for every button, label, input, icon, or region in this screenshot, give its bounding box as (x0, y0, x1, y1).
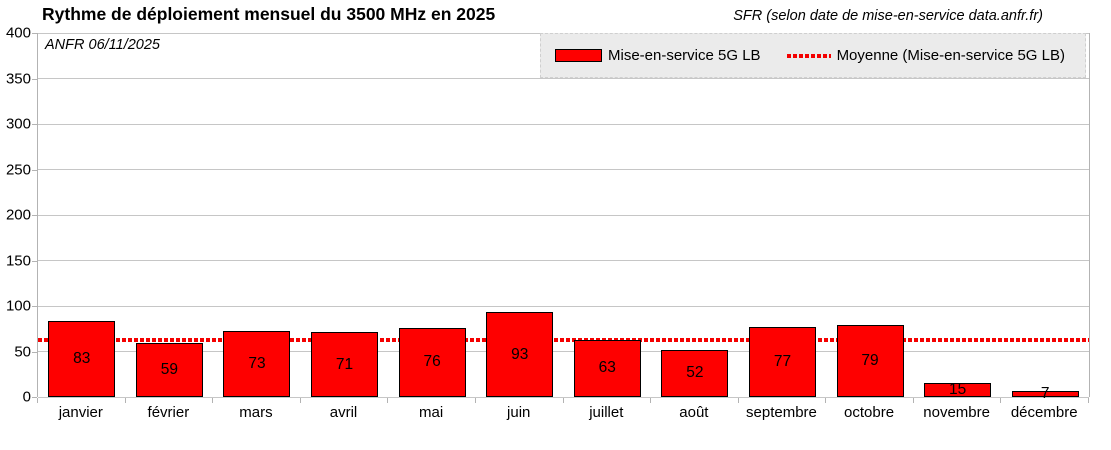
x-axis-label: août (679, 404, 709, 421)
x-axis-label: janvier (58, 404, 103, 421)
x-axis-label: mars (239, 404, 273, 421)
gridline-y50 (38, 351, 1089, 352)
x-axis-label: décembre (1010, 404, 1078, 421)
x-axis-label: juillet (589, 404, 624, 421)
gridline-y100 (38, 305, 1089, 307)
x-axis-tick (212, 398, 213, 403)
y-axis-label: 350 (5, 70, 31, 87)
x-axis-tick (913, 398, 914, 403)
x-axis-label: février (147, 404, 190, 421)
bar-janvier (48, 321, 116, 397)
bar-value-label: 7 (1040, 384, 1050, 402)
y-axis-label: 200 (5, 206, 31, 224)
plot-area: 83 59 73 71 76 93 63 52 77 79 15 7 (37, 32, 1090, 402)
average-line (38, 338, 1089, 343)
bar-value-label: 76 (423, 353, 441, 371)
bar-value-label: 63 (598, 359, 616, 377)
bar-mai (398, 327, 466, 397)
y-axis-label: 400 (5, 24, 31, 42)
y-axis-tick (32, 260, 37, 262)
x-axis-tick (1088, 398, 1089, 403)
y-axis-label: 150 (5, 252, 31, 269)
y-axis-tick (32, 124, 37, 125)
bar-octobre (836, 325, 904, 397)
x-axis-tick (37, 398, 38, 403)
legend-average-label: Moyenne (Mise-en-service 5G LB) (836, 47, 1065, 64)
x-axis-label: septembre (746, 404, 817, 421)
x-axis-tick (387, 398, 388, 403)
x-axis-tick (125, 398, 126, 403)
bar-value-label: 83 (73, 350, 91, 368)
x-axis-tick (650, 398, 651, 403)
bar-avril (311, 332, 379, 397)
x-axis-label: juin (507, 404, 531, 421)
x-axis-label: novembre (923, 404, 990, 421)
bar-novembre (924, 383, 992, 397)
y-axis-tick (32, 397, 37, 398)
legend-box: Mise-en-service 5G LB Moyenne (Mise-en-s… (540, 33, 1086, 78)
legend-series-label: Mise-en-service 5G LB (608, 47, 761, 64)
gridline-y350 (38, 78, 1089, 79)
bar-septembre (748, 326, 816, 397)
bar-value-label: 52 (686, 364, 704, 382)
bar-décembre (1011, 390, 1079, 397)
x-axis-label: avril (329, 404, 358, 421)
y-axis-tick (32, 351, 37, 353)
bar-août (661, 349, 729, 397)
bar-value-label: 79 (861, 352, 879, 370)
y-axis-tick (32, 33, 37, 34)
bar-value-label: 59 (160, 361, 178, 379)
x-axis-tick (1000, 398, 1001, 403)
gridline-y300 (38, 123, 1089, 125)
x-axis-label: octobre (844, 404, 895, 421)
y-axis-label: 300 (5, 115, 31, 133)
bar-février (135, 343, 203, 397)
source-annotation: ANFR 06/11/2025 (45, 37, 160, 53)
y-axis-label: 50 (14, 343, 31, 360)
y-axis-tick (32, 215, 37, 216)
x-axis-tick (300, 398, 301, 403)
bar-juillet (573, 339, 641, 397)
gridline-y200 (38, 214, 1089, 216)
gridline-y150 (38, 260, 1089, 261)
y-axis-label: 100 (5, 297, 31, 315)
legend-average-line-swatch (786, 53, 831, 58)
chart-subtitle: SFR (selon date de mise-en-service data.… (733, 8, 1043, 24)
bar-value-label: 77 (773, 352, 792, 370)
x-axis-tick (738, 398, 739, 403)
chart-title: Rythme de déploiement mensuel du 3500 MH… (42, 4, 496, 24)
y-axis-label: 0 (22, 388, 31, 406)
x-axis-label: mai (419, 404, 444, 421)
x-axis-tick (563, 398, 564, 403)
bar-value-label: 73 (248, 354, 266, 372)
bar-mars (223, 330, 291, 397)
legend-bar-swatch (555, 49, 602, 62)
y-axis-tick (32, 306, 37, 307)
gridline-y0 (38, 396, 1089, 398)
gridline-y250 (38, 169, 1089, 170)
y-axis-label: 250 (5, 161, 31, 178)
y-axis-tick (32, 78, 37, 80)
y-axis-tick (32, 169, 37, 171)
bar-value-label: 71 (335, 355, 354, 373)
bar-value-label: 93 (511, 345, 529, 363)
bar-value-label: 15 (949, 381, 967, 399)
x-axis-tick (825, 398, 826, 403)
bar-juin (486, 312, 554, 397)
x-axis-tick (475, 398, 476, 403)
